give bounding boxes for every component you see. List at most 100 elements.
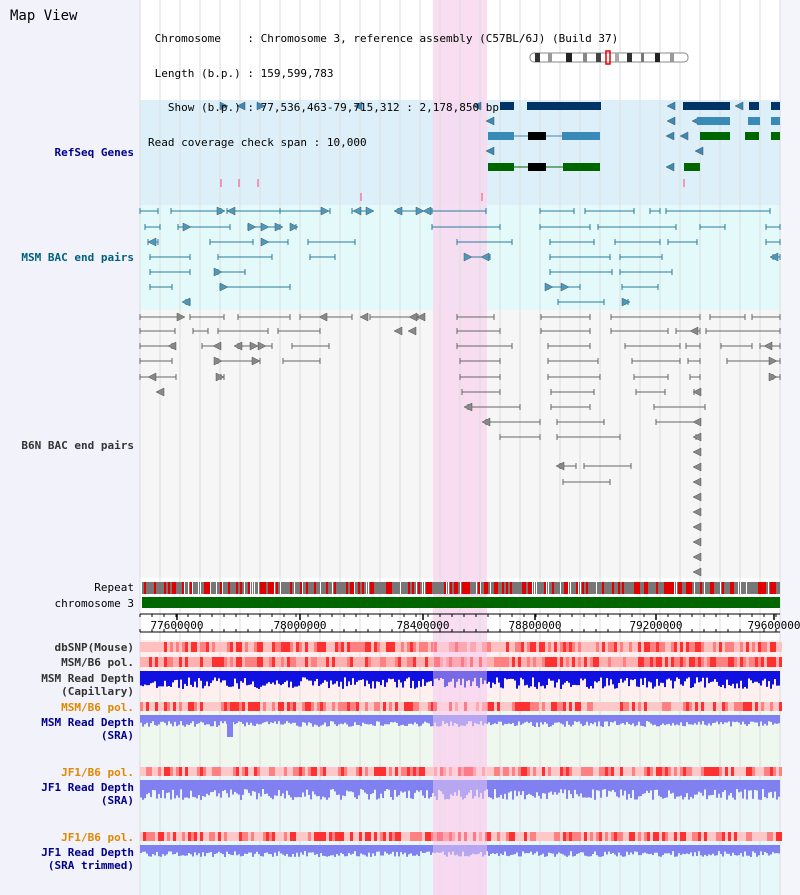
depth-bar [744,715,746,725]
track-label-dbsnp[interactable]: dbSNP(Mouse) [54,641,134,654]
track-label-jf1-depth[interactable]: JF1 Read Depth [41,781,134,794]
depth-bar [252,780,254,791]
depth-bar [616,845,618,857]
depth-bar [344,715,346,723]
depth-bar [448,715,450,727]
track-label-msm-b6-pol[interactable]: MSM/B6 pol. [61,656,134,669]
depth-bar [352,715,354,726]
heat-cell [755,657,758,667]
depth-bar [608,715,610,727]
depth-bar [510,845,512,855]
depth-bar [638,715,640,722]
repeat-gap [198,582,199,594]
heat-cell [365,832,368,841]
depth-bar [598,780,600,791]
depth-bar [246,715,248,723]
track-label-refseq[interactable]: RefSeq Genes [54,146,134,159]
depth-bar [724,671,726,689]
track-label-msm-b6-pol-sra[interactable]: MSM/B6 pol. [61,701,134,714]
feature-arrow [463,252,473,262]
track-label-jf1-pol-2[interactable]: JF1/B6 pol. [61,831,134,844]
depth-bar [376,845,378,852]
depth-bar [704,715,706,725]
heat-cell [149,767,152,776]
depth-bar [594,715,596,723]
heat-cell [191,657,194,667]
depth-bar [770,845,772,855]
heat-cell [326,642,329,652]
depth-bar [184,671,186,684]
heat-cell [518,657,521,667]
depth-bar [338,715,340,725]
heat-cell [413,657,416,667]
depth-bar [756,780,758,791]
ideogram-band [641,53,644,62]
heat-cell [140,702,143,711]
depth-bar [686,845,688,854]
heat-cell [704,702,707,711]
heat-cell [332,832,335,841]
heat-cell [635,642,638,652]
heat-cell [191,832,194,841]
heat-cell [644,657,647,667]
heat-cell [212,657,215,667]
heat-cell [713,767,716,776]
depth-bar [414,715,416,723]
depth-bar [382,715,384,726]
depth-bar [556,780,558,795]
heat-cell [446,832,449,841]
repeat-gap [596,582,597,594]
track-label-jf1-depth-trimmed[interactable]: JF1 Read Depth [41,846,134,859]
heat-cell [167,832,170,841]
depth-bar [312,845,314,853]
depth-bar [528,845,530,854]
depth-bar [616,671,618,689]
depth-bar [736,780,738,790]
heat-cell [503,642,506,652]
track-label-msm-depth-capillary[interactable]: MSM Read Depth [41,672,134,685]
depth-bar [414,671,416,689]
heat-cell [314,832,317,841]
depth-bar [208,715,210,725]
depth-bar [644,780,646,794]
heat-cell [728,657,731,667]
depth-bar [196,780,198,799]
depth-bar [682,715,684,726]
depth-bar [168,715,170,722]
depth-bar [468,780,470,793]
depth-bar [386,845,388,854]
heat-cell [692,702,695,711]
depth-bar [710,715,712,726]
heat-cell [275,657,278,667]
depth-bar [724,845,726,852]
chromosome-label: Chromosome [154,32,221,45]
heat-cell [476,702,479,711]
heat-cell [383,702,386,711]
feature-arrow [393,326,403,336]
heat-cell [440,702,443,711]
heat-cell [470,642,473,652]
heat-cell [263,702,266,711]
repeat-gap [302,582,303,594]
track-label-msm-bac[interactable]: MSM BAC end pairs [21,251,134,264]
heat-cell [338,657,341,667]
depth-bar [154,671,156,682]
heat-cell [539,832,542,841]
depth-bar [684,845,686,855]
depth-bar [478,671,480,688]
track-label-b6n-bac[interactable]: B6N BAC end pairs [21,439,134,452]
depth-bar [772,715,774,725]
heat-cell [755,642,758,652]
depth-bar [474,845,476,855]
depth-bar [596,780,598,791]
track-label-jf1-pol[interactable]: JF1/B6 pol. [61,766,134,779]
depth-bar [698,671,700,683]
depth-bar [436,845,438,853]
depth-bar [420,715,422,726]
depth-bar [728,845,730,854]
depth-bar [156,671,158,688]
depth-bar [658,780,660,796]
track-label-msm-depth-sra[interactable]: MSM Read Depth [41,716,134,729]
depth-bar [166,780,168,793]
